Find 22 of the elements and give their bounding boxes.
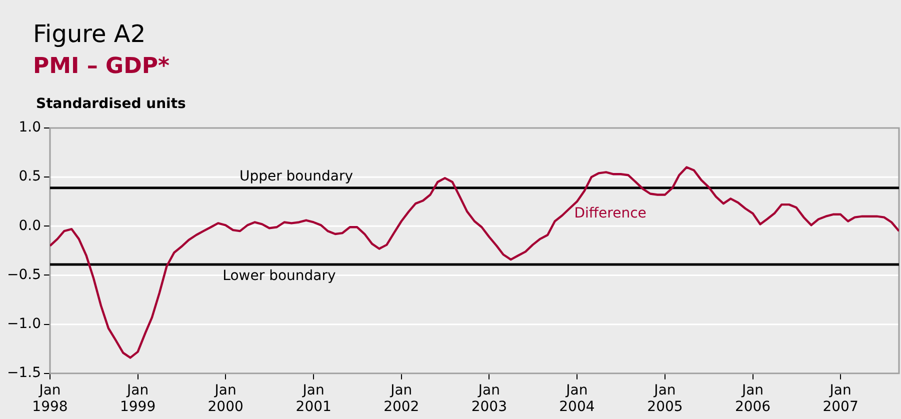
ref-line-label: Lower boundary [222, 268, 336, 284]
chart-title: Figure A2 [33, 20, 146, 48]
y-tick-label: 0.0 [18, 218, 41, 234]
ref-line-label: Upper boundary [239, 168, 353, 185]
y-tick-label: −1.0 [6, 316, 41, 332]
y-tick-label: −1.5 [6, 365, 41, 382]
x-tick-label: Jan 2003 [471, 382, 507, 416]
x-tick-label: Jan 2004 [559, 382, 595, 416]
x-tick-label: Jan 2002 [384, 382, 420, 416]
y-axis-title: Standardised units [36, 96, 186, 112]
x-tick-label: Jan 1999 [120, 382, 156, 416]
y-tick-label: 1.0 [18, 120, 41, 136]
y-tick-label: 0.5 [18, 168, 41, 185]
chart-subtitle: PMI – GDP* [33, 54, 170, 79]
series-label: Difference [574, 206, 646, 222]
x-tick-label: Jan 1998 [32, 382, 68, 416]
x-tick-label: Jan 2000 [208, 382, 244, 416]
x-tick-label: Jan 2007 [822, 382, 858, 416]
y-tick-label: −0.5 [6, 266, 41, 283]
x-tick-label: Jan 2001 [296, 382, 332, 416]
x-tick-label: Jan 2006 [734, 382, 771, 416]
x-tick-label: Jan 2005 [647, 382, 683, 416]
